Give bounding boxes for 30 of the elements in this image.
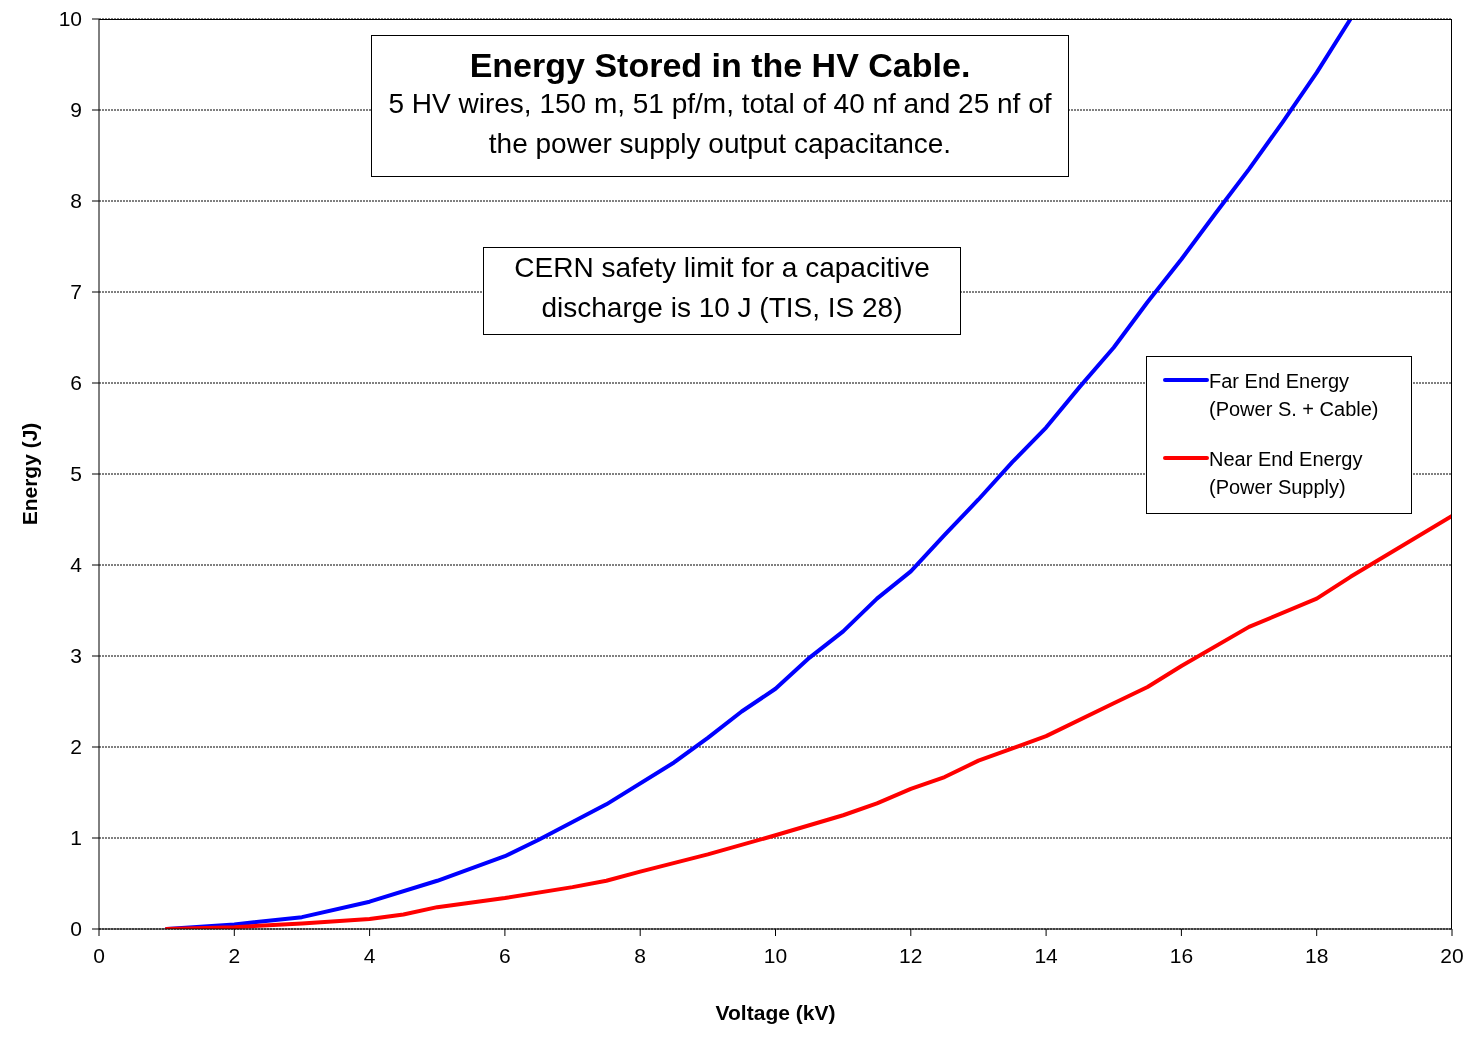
x-tick-label: 4	[363, 943, 376, 967]
legend-label: Near End Energy (Power Supply)	[1209, 447, 1364, 500]
y-tick-label: 1	[70, 826, 82, 850]
x-tick-label: 16	[1169, 943, 1194, 967]
y-tick-label: 3	[70, 644, 82, 668]
x-tick-label: 14	[1034, 943, 1059, 967]
x-tick-label: 6	[499, 943, 511, 967]
text: 5 HV wires, 150 m, 51 pf/m, total of 40 nf and 25 nf of the power supply output capacitance.	[387, 87, 1053, 161]
x-tick-label: 10	[763, 943, 788, 967]
x-tick-label: 0	[93, 943, 105, 967]
x-tick-label: 2	[228, 943, 241, 967]
y-tick-label: 0	[70, 917, 82, 941]
y-tick-label: 10	[58, 7, 82, 31]
y-tick-label: 7	[70, 280, 82, 304]
y-tick-label: 6	[70, 371, 82, 395]
y-tick-label: 4	[70, 553, 83, 577]
x-tick-label: 12	[899, 943, 923, 967]
x-axis-title: Voltage (kV)	[715, 1001, 836, 1024]
legend-label: Far End Energy (Power S. + Cable)	[1209, 369, 1380, 422]
x-tick-label: 18	[1305, 943, 1329, 967]
y-tick-label: 2	[70, 735, 82, 759]
x-tick-label: 8	[634, 943, 647, 967]
x-tick-label: 20	[1440, 943, 1464, 967]
text: Energy Stored in the HV Cable.	[468, 46, 972, 84]
y-axis-title: Energy (J)	[18, 422, 42, 526]
line-series	[164, 513, 1452, 929]
y-tick-label: 5	[70, 462, 82, 486]
y-tick-label: 8	[70, 189, 82, 213]
annotation: CERN safety limit for a capacitive discharge is 10 J (TIS, IS 28)	[483, 247, 961, 335]
y-tick-label: 9	[70, 98, 82, 122]
